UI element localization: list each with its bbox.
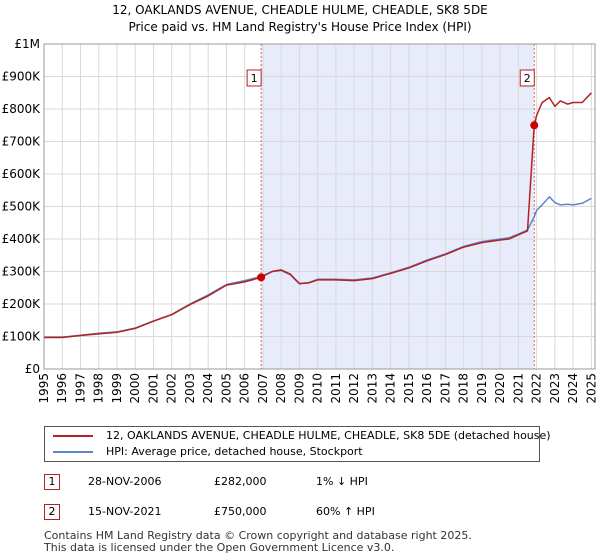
x-tick-label: 1996: [55, 373, 69, 404]
x-tick-label: 2007: [256, 373, 270, 404]
x-tick-label: 2014: [384, 373, 398, 404]
legend-item-property: 12, OAKLANDS AVENUE, CHEADLE HULME, CHEA…: [53, 428, 551, 444]
marker-label-box: [246, 69, 262, 87]
y-tick-label: £1M: [14, 37, 40, 51]
transaction-date: 28-NOV-2006: [88, 475, 162, 488]
x-tick-label: 2013: [365, 373, 379, 404]
x-tick-label: 2024: [566, 373, 580, 404]
y-tick-label: £200K: [2, 297, 42, 311]
sale-point: [257, 273, 266, 282]
marker-label-box: [519, 69, 535, 87]
x-tick-label: 2006: [238, 373, 252, 404]
legend-swatch-hpi: [53, 451, 93, 453]
x-tick-label: 1997: [73, 373, 87, 404]
y-tick-label: £100K: [2, 330, 42, 344]
legend-swatch-property: [53, 435, 93, 437]
x-tick-label: 1995: [37, 373, 51, 404]
marker-label: 2: [524, 72, 531, 85]
x-tick-label: 2016: [420, 373, 434, 404]
x-tick-label: 2015: [402, 373, 416, 404]
footer: Contains HM Land Registry data © Crown c…: [44, 530, 472, 554]
x-tick-label: 2025: [584, 373, 598, 404]
legend-item-hpi: HPI: Average price, detached house, Stoc…: [53, 444, 363, 460]
x-tick-label: 2010: [311, 373, 325, 404]
transaction-hpi-delta: 60% ↑ HPI: [316, 505, 375, 518]
x-tick-label: 2009: [292, 373, 306, 404]
x-tick-label: 2012: [347, 373, 361, 404]
x-tick-label: 2018: [457, 373, 471, 404]
x-tick-label: 1998: [92, 373, 106, 404]
x-tick-label: 2022: [530, 373, 544, 404]
y-tick-label: £0: [25, 362, 40, 376]
y-tick-label: £900K: [2, 70, 42, 84]
transaction-hpi-delta: 1% ↓ HPI: [316, 475, 368, 488]
x-tick-label: 2005: [219, 373, 233, 404]
x-tick-label: 2020: [493, 373, 507, 404]
transaction-price: £750,000: [214, 505, 267, 518]
chart-title: 12, OAKLANDS AVENUE, CHEADLE HULME, CHEA…: [112, 3, 488, 17]
y-tick-label: £800K: [2, 102, 42, 116]
footer-licence: This data is licensed under the Open Gov…: [44, 541, 395, 554]
x-tick-label: 2000: [128, 373, 142, 404]
transaction-price: £282,000: [214, 475, 267, 488]
x-tick-label: 2008: [274, 373, 288, 404]
x-tick-label: 2017: [438, 373, 452, 404]
series-line-property: [44, 92, 592, 339]
transaction-marker-badge: 1: [44, 474, 60, 490]
x-tick-label: 2023: [548, 373, 562, 404]
transaction-row: 1 28-NOV-2006 £282,000 1% ↓ HPI: [44, 474, 444, 492]
x-tick-label: 2011: [329, 373, 343, 404]
y-tick-label: £400K: [2, 232, 42, 246]
y-tick-label: £300K: [2, 265, 42, 279]
legend: 12, OAKLANDS AVENUE, CHEADLE HULME, CHEA…: [44, 426, 551, 462]
y-tick-label: £500K: [2, 200, 42, 214]
transaction-marker-badge: 2: [44, 504, 60, 520]
legend-label-property: 12, OAKLANDS AVENUE, CHEADLE HULME, CHEA…: [106, 429, 551, 442]
x-tick-label: 2002: [165, 373, 179, 404]
x-tick-label: 2021: [511, 373, 525, 404]
footer-copyright: Contains HM Land Registry data © Crown c…: [44, 529, 472, 542]
transaction-row: 2 15-NOV-2021 £750,000 60% ↑ HPI: [44, 504, 444, 522]
y-tick-label: £700K: [2, 135, 42, 149]
plot-frame: [43, 43, 596, 370]
y-tick-label: £600K: [2, 167, 42, 181]
x-tick-label: 1999: [110, 373, 124, 404]
x-tick-label: 2001: [146, 373, 160, 404]
transaction-date: 15-NOV-2021: [88, 505, 162, 518]
marker-label: 1: [251, 72, 258, 85]
price-chart: 12, OAKLANDS AVENUE, CHEADLE HULME, CHEA…: [2, 3, 599, 404]
x-tick-label: 2019: [475, 373, 489, 404]
x-tick-label: 2003: [183, 373, 197, 404]
sale-point: [530, 121, 539, 130]
x-tick-label: 2004: [201, 373, 215, 404]
legend-label-hpi: HPI: Average price, detached house, Stoc…: [106, 445, 363, 458]
chart-subtitle: Price paid vs. HM Land Registry's House …: [128, 20, 471, 34]
